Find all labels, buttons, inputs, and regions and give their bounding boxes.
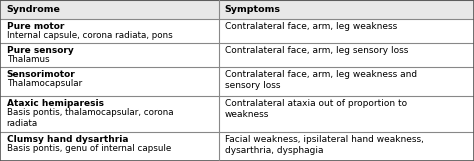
Text: Contralateral ataxia out of proportion to
weakness: Contralateral ataxia out of proportion t… xyxy=(225,99,407,119)
Text: Symptoms: Symptoms xyxy=(225,5,281,14)
Text: Ataxic hemiparesis: Ataxic hemiparesis xyxy=(7,99,104,108)
Bar xyxy=(0,19,474,43)
Bar xyxy=(0,67,474,96)
Bar xyxy=(0,96,474,132)
Text: Clumsy hand dysarthria: Clumsy hand dysarthria xyxy=(7,135,128,144)
Text: Pure sensory: Pure sensory xyxy=(7,46,73,55)
Text: Pure motor: Pure motor xyxy=(7,22,64,31)
Text: Contralateral face, arm, leg sensory loss: Contralateral face, arm, leg sensory los… xyxy=(225,46,408,55)
Text: Facial weakness, ipsilateral hand weakness,
dysarthria, dysphagia: Facial weakness, ipsilateral hand weakne… xyxy=(225,135,424,155)
Text: Thalamocapsular: Thalamocapsular xyxy=(7,79,82,88)
Bar xyxy=(0,43,474,67)
Text: Internal capsule, corona radiata, pons: Internal capsule, corona radiata, pons xyxy=(7,31,173,40)
Text: Contralateral face, arm, leg weakness: Contralateral face, arm, leg weakness xyxy=(225,22,397,31)
Text: Contralateral face, arm, leg weakness and
sensory loss: Contralateral face, arm, leg weakness an… xyxy=(225,70,417,90)
Text: Sensorimotor: Sensorimotor xyxy=(7,70,75,79)
Bar xyxy=(0,132,474,161)
Text: Basis pontis, thalamocapsular, corona
radiata: Basis pontis, thalamocapsular, corona ra… xyxy=(7,108,173,128)
Text: Basis pontis, genu of internal capsule: Basis pontis, genu of internal capsule xyxy=(7,144,171,153)
Bar xyxy=(0,0,474,19)
Text: Thalamus: Thalamus xyxy=(7,55,49,64)
Text: Syndrome: Syndrome xyxy=(7,5,61,14)
